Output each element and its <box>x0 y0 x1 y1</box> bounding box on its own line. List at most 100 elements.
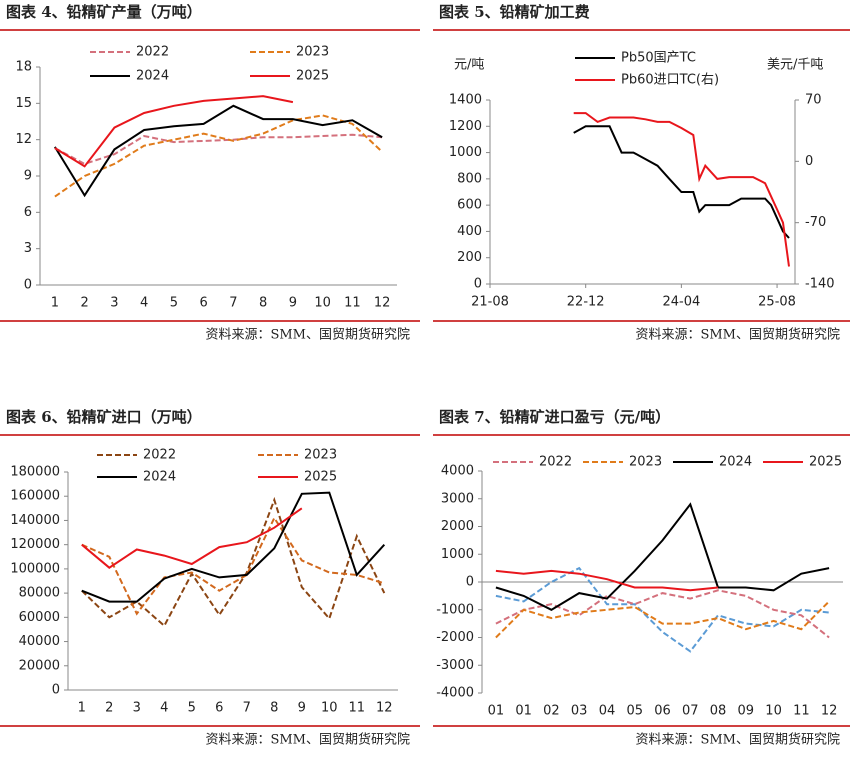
series-line <box>54 104 383 198</box>
y-tick-label: 100000 <box>10 561 60 576</box>
y-tick-label: 0 <box>24 278 32 293</box>
x-tick-label: 5 <box>170 296 178 311</box>
legend-label: 2024 <box>143 470 176 485</box>
y-tick-label: 1000 <box>441 547 474 562</box>
source: 资料来源：SMM、国贸期货研究院 <box>205 732 410 748</box>
x-tick-label: 8 <box>270 701 278 716</box>
y-tick-label: 0 <box>466 575 474 590</box>
y-tick-label: -3000 <box>436 658 474 673</box>
series-line <box>81 491 386 603</box>
y-tick-label: 3 <box>24 241 32 256</box>
y2-tick-label: -70 <box>805 215 826 230</box>
y-tick-label: 2000 <box>441 519 474 534</box>
x-tick-label: 10 <box>314 296 331 311</box>
y-tick-label: 400 <box>457 224 482 239</box>
x-tick-label: 5 <box>188 701 196 716</box>
series-line <box>54 133 383 165</box>
legend-label: 2024 <box>719 455 752 470</box>
series-line <box>495 566 830 653</box>
y-tick-label: 60000 <box>19 610 60 625</box>
y2-axis-label: 美元/千吨 <box>767 58 823 73</box>
series-line <box>54 114 383 198</box>
x-tick-label: 10 <box>765 704 782 719</box>
chart-title: 图表 5、铅精矿加工费 <box>439 3 590 21</box>
x-tick-label: 7 <box>229 296 237 311</box>
x-tick-label: 7 <box>243 701 251 716</box>
x-tick-label: 22-12 <box>567 295 605 310</box>
x-tick-label: 2 <box>80 296 88 311</box>
x-tick-label: 10 <box>321 701 338 716</box>
x-tick-label: 2 <box>105 701 113 716</box>
y-tick-label: 80000 <box>19 586 60 601</box>
y-tick-label: 0 <box>52 683 60 698</box>
series-line <box>495 569 719 592</box>
legend-label: 2022 <box>136 45 169 60</box>
y-tick-label: 600 <box>457 198 482 213</box>
y-tick-label: 1000 <box>449 145 482 160</box>
y-tick-label: 18 <box>15 60 32 75</box>
x-tick-label: 07 <box>682 704 699 719</box>
chart-title: 图表 6、铅精矿进口（万吨） <box>6 408 202 426</box>
y-axis-label: 元/吨 <box>454 58 484 73</box>
series-line <box>495 502 830 611</box>
y-tick-label: 6 <box>24 205 32 220</box>
x-tick-label: 12 <box>821 704 838 719</box>
legend-label: Pb50国产TC <box>621 51 696 66</box>
y-tick-label: -1000 <box>436 602 474 617</box>
source: 资料来源：SMM、国贸期货研究院 <box>205 327 410 343</box>
y-tick-label: 120000 <box>10 537 60 552</box>
x-tick-label: 6 <box>215 701 223 716</box>
x-tick-label: 12 <box>376 701 393 716</box>
x-tick-label: 09 <box>738 704 755 719</box>
legend-label: 2023 <box>296 45 329 60</box>
y-tick-label: 15 <box>15 96 32 111</box>
x-tick-label: 24-04 <box>662 295 700 310</box>
x-tick-label: 12 <box>374 296 391 311</box>
series-line <box>495 600 830 639</box>
x-tick-label: 21-08 <box>471 295 509 310</box>
y-tick-label: 0 <box>474 277 482 292</box>
legend-label: Pb60进口TC(右) <box>621 73 719 88</box>
y-tick-label: 4000 <box>441 464 474 479</box>
x-tick-label: 05 <box>626 704 643 719</box>
y2-tick-label: 70 <box>805 93 822 108</box>
x-tick-label: 25-08 <box>758 295 796 310</box>
legend-label: 2023 <box>629 455 662 470</box>
y-tick-label: 180000 <box>10 465 60 480</box>
x-tick-label: 9 <box>289 296 297 311</box>
x-tick-label: 11 <box>348 701 365 716</box>
y2-tick-label: 0 <box>805 154 813 169</box>
series-line <box>81 515 385 616</box>
x-tick-label: 1 <box>51 296 59 311</box>
source: 资料来源：SMM、国贸期货研究院 <box>635 732 840 748</box>
legend-label: 2025 <box>809 455 842 470</box>
legend-label: 2025 <box>304 470 337 485</box>
x-tick-label: 4 <box>140 296 148 311</box>
y-tick-label: -2000 <box>436 630 474 645</box>
legend-label: 2024 <box>136 69 169 84</box>
legend-label: 2025 <box>296 69 329 84</box>
series-line <box>54 95 294 168</box>
x-tick-label: 9 <box>298 701 306 716</box>
y-tick-label: 20000 <box>19 658 60 673</box>
x-tick-label: 04 <box>599 704 616 719</box>
x-tick-label: 1 <box>78 701 86 716</box>
x-tick-label: 3 <box>133 701 141 716</box>
y-tick-label: 3000 <box>441 491 474 506</box>
source: 资料来源：SMM、国贸期货研究院 <box>635 327 840 343</box>
series-line <box>81 507 303 569</box>
y-tick-label: 160000 <box>10 489 60 504</box>
legend-label: 2023 <box>304 448 337 463</box>
y-tick-label: 140000 <box>10 513 60 528</box>
x-tick-label: 8 <box>259 296 267 311</box>
y-tick-label: -4000 <box>436 686 474 701</box>
x-tick-label: 11 <box>344 296 361 311</box>
y-tick-label: 12 <box>15 132 32 147</box>
y2-tick-label: -140 <box>805 277 835 292</box>
x-tick-label: 06 <box>654 704 671 719</box>
x-tick-label: 3 <box>110 296 118 311</box>
x-tick-label: 4 <box>160 701 168 716</box>
y-tick-label: 1400 <box>449 93 482 108</box>
x-tick-label: 11 <box>793 704 810 719</box>
series-line <box>573 112 790 267</box>
